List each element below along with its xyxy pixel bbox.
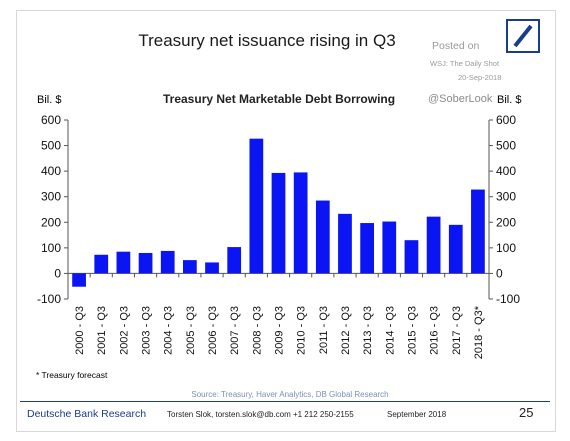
- y-tick-label-right: -100: [496, 292, 520, 306]
- x-tick-label-0: 2000 - Q3: [74, 306, 86, 355]
- y-tick-label-right: 200: [496, 215, 516, 229]
- bar-18: [471, 189, 485, 274]
- source-note: Source: Treasury, Haver Analytics, DB Gl…: [191, 390, 389, 399]
- x-tick-label-9: 2009 - Q3: [274, 306, 286, 355]
- bar-11: [315, 200, 330, 274]
- x-tick-label-12: 2012 - Q3: [340, 306, 352, 355]
- y-tick-label-left: -100: [37, 292, 61, 306]
- footer-brand: Deutsche Bank Research: [27, 408, 147, 420]
- posted-source: WSJ: The Daily Shot: [430, 59, 500, 68]
- bar-16: [426, 216, 441, 274]
- y-tick-label-left: 300: [41, 190, 61, 204]
- bar-12: [338, 213, 352, 274]
- y-tick-label-right: 400: [496, 164, 516, 178]
- y-tick-label-right: 100: [496, 241, 516, 255]
- bar-14: [382, 221, 397, 274]
- y-tick-label-right: 300: [496, 190, 516, 204]
- x-tick-label-6: 2006 - Q3: [207, 306, 219, 355]
- y-tick-label-left: 0: [54, 266, 61, 280]
- x-tick-label-15: 2015 - Q3: [406, 306, 418, 355]
- bar-4: [160, 250, 175, 274]
- bar-6: [205, 262, 219, 274]
- y-tick-label-left: 600: [41, 113, 61, 127]
- x-tick-label-16: 2016 - Q3: [429, 306, 441, 355]
- y-tick-label-left: 500: [41, 139, 61, 153]
- x-tick-label-4: 2004 - Q3: [163, 306, 175, 355]
- footer-date: September 2018: [387, 410, 447, 419]
- y-axis-unit-right: Bil. $: [497, 94, 522, 106]
- bar-0: [72, 273, 86, 287]
- page-number: 25: [519, 405, 534, 420]
- x-tick-label-14: 2014 - Q3: [384, 306, 396, 355]
- x-tick-label-3: 2003 - Q3: [141, 306, 153, 355]
- bar-1: [94, 254, 109, 274]
- x-tick-label-17: 2017 - Q3: [451, 306, 463, 355]
- y-tick-label-right: 500: [496, 139, 516, 153]
- x-tick-label-1: 2001 - Q3: [96, 306, 108, 355]
- soberlook-handle: @SoberLook: [428, 93, 493, 105]
- bar-3: [138, 252, 153, 274]
- x-tick-label-18: 2018 - Q3*: [473, 305, 485, 359]
- posted-date: 20-Sep-2018: [458, 73, 502, 82]
- x-tick-label-2: 2002 - Q3: [118, 306, 130, 355]
- y-tick-label-left: 200: [41, 215, 61, 229]
- deutsche-bank-logo: [506, 19, 540, 53]
- posted-on-label: Posted on: [432, 40, 480, 52]
- bar-2: [116, 251, 131, 274]
- y-tick-label-left: 100: [41, 241, 61, 255]
- bar-10: [293, 172, 308, 274]
- x-tick-label-7: 2007 - Q3: [229, 306, 241, 355]
- x-tick-label-5: 2005 - Q3: [185, 306, 197, 355]
- x-tick-label-13: 2013 - Q3: [362, 306, 374, 355]
- chart-title: Treasury Net Marketable Debt Borrowing: [163, 92, 396, 106]
- footer-contact: Torsten Slok, torsten.slok@db.com +1 212…: [167, 410, 354, 419]
- y-axis-unit-left: Bil. $: [37, 94, 62, 106]
- x-tick-label-8: 2008 - Q3: [251, 306, 263, 355]
- footnote: * Treasury forecast: [36, 370, 108, 380]
- bar-7: [227, 247, 242, 274]
- slide-frame: [16, 10, 556, 432]
- bar-17: [448, 224, 463, 274]
- y-tick-label-left: 400: [41, 164, 61, 178]
- bar-15: [404, 240, 419, 274]
- x-tick-label-11: 2011 - Q3: [318, 306, 330, 354]
- bar-5: [182, 260, 197, 274]
- bar-8: [249, 138, 264, 274]
- y-tick-label-right: 0: [496, 266, 503, 280]
- bar-13: [360, 223, 375, 274]
- x-tick-label-10: 2010 - Q3: [296, 306, 308, 355]
- footer-divider: [20, 401, 550, 402]
- bar-9: [271, 172, 286, 274]
- slide-title: Treasury net issuance rising in Q3: [138, 31, 396, 50]
- y-tick-label-right: 600: [496, 113, 516, 127]
